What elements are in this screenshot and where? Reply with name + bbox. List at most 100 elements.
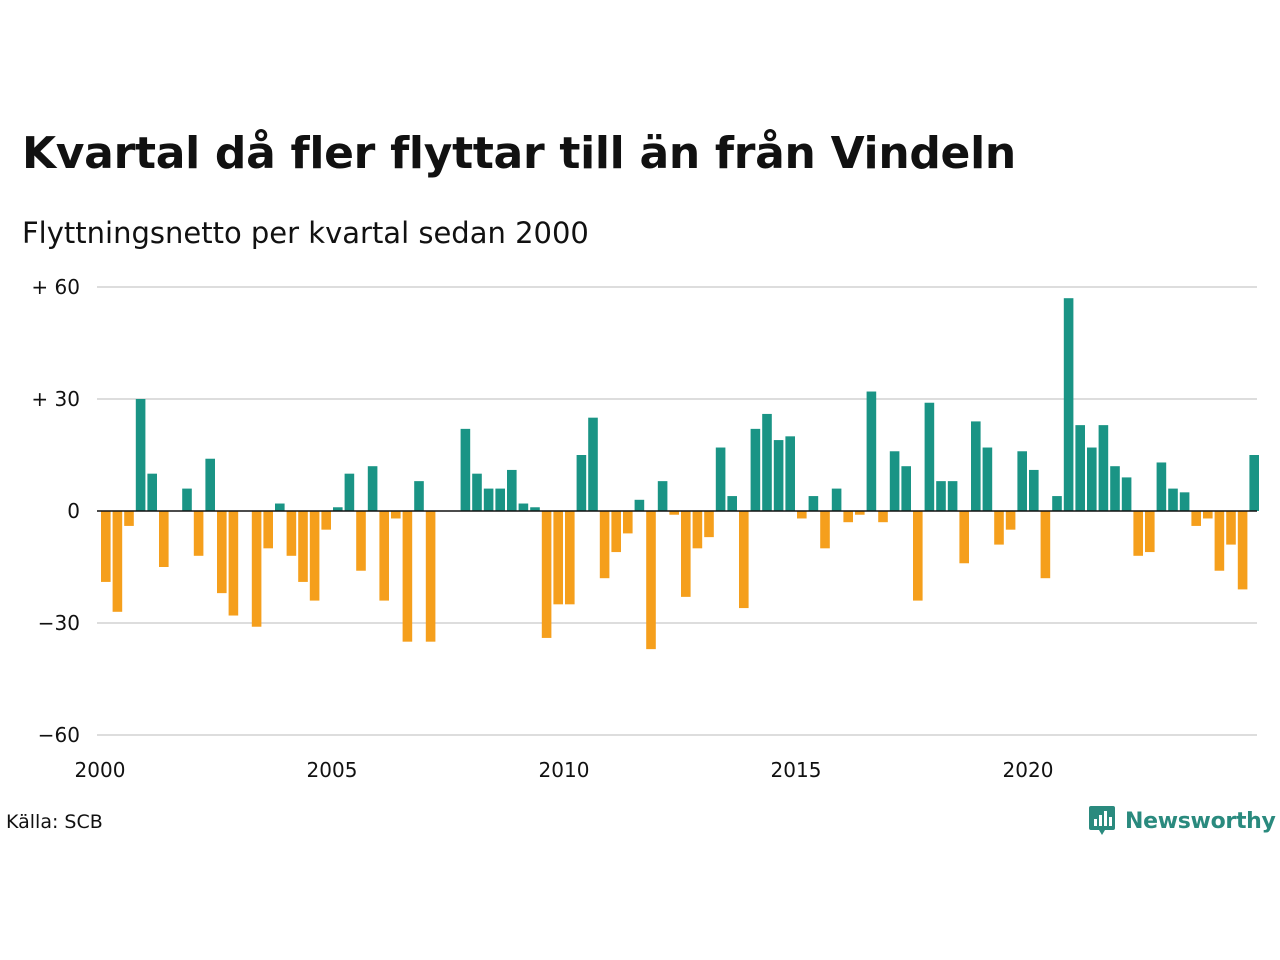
bar-negative bbox=[1133, 511, 1143, 556]
x-tick-label: 2000 bbox=[75, 758, 126, 782]
bar-positive bbox=[182, 488, 192, 511]
x-tick-label: 2010 bbox=[539, 758, 590, 782]
bar-positive bbox=[1063, 298, 1074, 511]
bar-negative bbox=[553, 511, 563, 605]
x-axis-ticks: 2000 2005 2010 2015 2020 bbox=[75, 758, 1054, 782]
bar-positive bbox=[205, 458, 215, 511]
bar-negative bbox=[1145, 511, 1155, 553]
bar-negative bbox=[669, 511, 679, 515]
bar-positive bbox=[333, 507, 343, 511]
bar-positive bbox=[831, 488, 842, 511]
bar-positive bbox=[947, 481, 958, 511]
bar-positive bbox=[773, 440, 784, 511]
y-tick-label: + 60 bbox=[31, 275, 80, 299]
bar-negative bbox=[797, 511, 807, 519]
bar-positive bbox=[808, 496, 819, 511]
newsworthy-logo: Newsworthy bbox=[1088, 804, 1276, 838]
y-axis-ticks: + 60 + 30 0 −30 −60 bbox=[31, 275, 80, 747]
bar-negative bbox=[228, 511, 239, 616]
bar-positive bbox=[1087, 447, 1097, 511]
logo-text: Newsworthy bbox=[1125, 808, 1276, 834]
bar-positive bbox=[414, 481, 424, 511]
x-tick-label: 2015 bbox=[771, 758, 822, 782]
bar-positive bbox=[936, 481, 946, 511]
bar-positive bbox=[507, 469, 517, 511]
bar-negative bbox=[124, 511, 134, 526]
bar-negative bbox=[286, 511, 297, 556]
bar-negative bbox=[251, 511, 262, 627]
bar-negative bbox=[1237, 511, 1248, 590]
bar-negative bbox=[193, 511, 204, 556]
bar-positive bbox=[1098, 425, 1109, 511]
bar-negative bbox=[739, 511, 749, 609]
bar-negative bbox=[1040, 511, 1051, 579]
bar-negative bbox=[1005, 511, 1016, 530]
bar-negative bbox=[263, 511, 273, 549]
bar-negative bbox=[692, 511, 703, 549]
bar-negative bbox=[402, 511, 413, 642]
source-note: Källa: SCB bbox=[6, 811, 103, 833]
bar-negative bbox=[855, 511, 865, 515]
bar-negative bbox=[541, 511, 552, 638]
y-tick-label: + 30 bbox=[31, 387, 80, 411]
bar-positive bbox=[924, 402, 935, 511]
bar-positive bbox=[971, 421, 981, 511]
bar-positive bbox=[1179, 492, 1190, 511]
bar-negative bbox=[820, 511, 830, 549]
bar-negative bbox=[1226, 511, 1236, 545]
bar-positive bbox=[483, 488, 494, 511]
x-tick-label: 2005 bbox=[307, 758, 358, 782]
bar-negative bbox=[425, 511, 436, 642]
bar-positive bbox=[866, 391, 877, 511]
bar-positive bbox=[1029, 469, 1039, 511]
bar-positive bbox=[762, 413, 772, 511]
bar-positive bbox=[344, 473, 355, 511]
bar-positive bbox=[750, 428, 761, 511]
bars bbox=[101, 298, 1259, 650]
bar-negative bbox=[101, 511, 111, 582]
bar-negative bbox=[565, 511, 575, 605]
bar-positive bbox=[367, 466, 378, 511]
bar-positive bbox=[1017, 451, 1027, 511]
bar-positive bbox=[785, 436, 795, 511]
bar-negative bbox=[112, 511, 123, 612]
bar-positive bbox=[530, 507, 540, 511]
bar-negative bbox=[217, 511, 227, 594]
bar-positive bbox=[1075, 425, 1085, 511]
bar-negative bbox=[159, 511, 169, 567]
y-tick-label: 0 bbox=[67, 499, 80, 523]
bar-positive bbox=[518, 503, 529, 511]
bar-chart: + 60 + 30 0 −30 −60 2000 2005 2010 2015 2020 bbox=[31, 275, 1259, 782]
bar-negative bbox=[379, 511, 389, 601]
bar-negative bbox=[843, 511, 853, 523]
bar-positive bbox=[901, 466, 911, 511]
bar-negative bbox=[623, 511, 633, 534]
bar-positive bbox=[495, 488, 505, 511]
bar-positive bbox=[472, 473, 482, 511]
bar-positive bbox=[135, 399, 146, 511]
bar-positive bbox=[982, 447, 993, 511]
x-tick-label: 2020 bbox=[1003, 758, 1054, 782]
bar-negative bbox=[704, 511, 714, 538]
bar-negative bbox=[391, 511, 401, 519]
bar-positive bbox=[460, 428, 471, 511]
bar-positive bbox=[727, 496, 737, 511]
bar-negative bbox=[646, 511, 656, 650]
bar-positive bbox=[715, 447, 726, 511]
bar-positive bbox=[576, 455, 587, 511]
bar-positive bbox=[889, 451, 900, 511]
gridlines bbox=[97, 286, 1257, 736]
bar-negative bbox=[611, 511, 621, 553]
chart-title: Kvartal då fler flyttar till än från Vin… bbox=[22, 128, 1016, 179]
bar-negative bbox=[1191, 511, 1201, 526]
bar-negative bbox=[1214, 511, 1225, 571]
bar-negative bbox=[599, 511, 610, 579]
bar-positive bbox=[1121, 477, 1132, 511]
bar-positive bbox=[634, 499, 645, 511]
bar-negative bbox=[913, 511, 923, 601]
bar-positive bbox=[1249, 455, 1259, 511]
bar-positive bbox=[1168, 488, 1178, 511]
bar-negative bbox=[681, 511, 691, 597]
bar-negative bbox=[309, 511, 320, 601]
bar-negative bbox=[356, 511, 366, 571]
